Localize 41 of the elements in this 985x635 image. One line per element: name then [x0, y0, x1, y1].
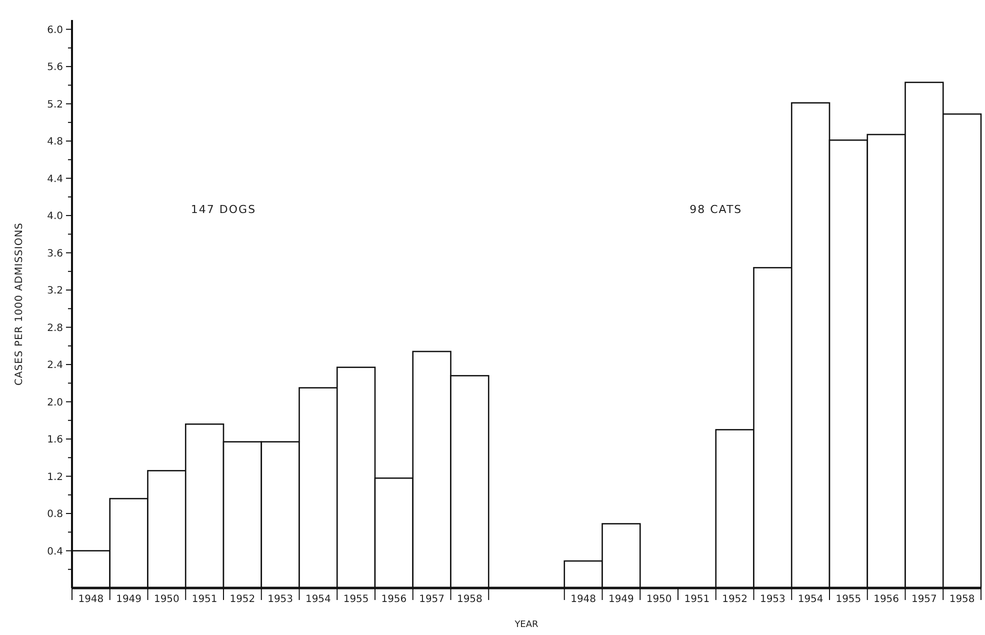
x-tick-label: 1949 — [116, 594, 142, 605]
annotation: 147 DOGS — [190, 203, 256, 216]
annotation: 98 CATS — [690, 203, 742, 216]
y-tick-label: 1.2 — [47, 472, 63, 483]
x-tick-label: 1952 — [722, 594, 748, 605]
x-tick-label: 1955 — [836, 594, 862, 605]
x-tick-label: 1953 — [760, 594, 786, 605]
x-tick-label: 1956 — [874, 594, 900, 605]
y-tick-label: 2.0 — [47, 397, 63, 408]
y-tick-label: 5.2 — [47, 99, 63, 110]
x-tick-label: 1957 — [419, 594, 445, 605]
x-tick-label: 1955 — [343, 594, 369, 605]
y-tick-label: 2.8 — [47, 322, 63, 334]
y-tick-label: 4.8 — [47, 136, 63, 148]
x-tick-label: 1950 — [154, 594, 180, 605]
y-axis-title: CASES PER 1000 ADMISSIONS — [14, 222, 25, 386]
x-tick-label: 1948 — [78, 594, 104, 605]
x-tick-label: 1953 — [268, 594, 294, 605]
y-tick-label: 3.6 — [47, 248, 63, 260]
y-tick-label: 4.0 — [47, 211, 63, 222]
x-tick-label: 1956 — [381, 594, 407, 605]
y-tick-label: 2.4 — [47, 360, 63, 372]
x-tick-label: 1951 — [192, 594, 218, 605]
x-tick-label: 1952 — [230, 594, 256, 605]
y-tick-label: 1.6 — [47, 434, 63, 446]
y-tick-label: 5.6 — [47, 62, 63, 74]
y-tick-label: 0.4 — [47, 546, 63, 558]
x-tick-label: 1958 — [456, 594, 482, 605]
x-tick-label: 1954 — [798, 594, 824, 605]
x-tick-label: 1949 — [608, 594, 634, 605]
x-tick-label: 1950 — [646, 594, 672, 605]
y-tick-label: 4.4 — [47, 174, 63, 185]
y-tick-label: 6.0 — [47, 24, 63, 36]
y-tick-label: 0.8 — [47, 509, 63, 520]
x-tick-label: 1957 — [911, 594, 937, 605]
x-tick-label: 1948 — [570, 594, 596, 605]
x-tick-label: 1954 — [305, 594, 331, 605]
x-tick-label: 1958 — [949, 594, 975, 605]
y-tick-label: 3.2 — [47, 286, 63, 297]
x-tick-label: 1951 — [684, 594, 710, 605]
x-axis-title: YEAR — [514, 620, 538, 630]
